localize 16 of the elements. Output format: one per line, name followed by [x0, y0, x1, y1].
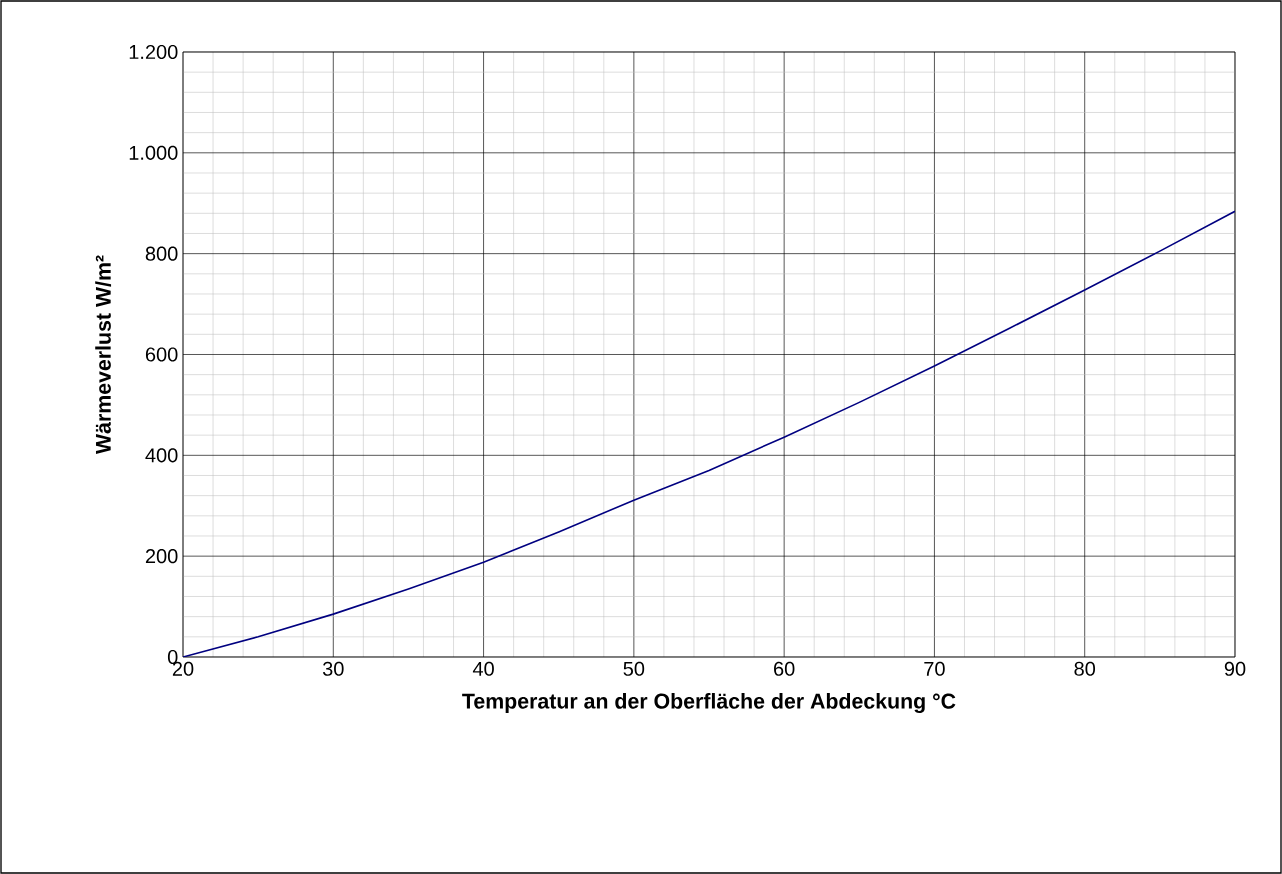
y-tick-label: 800 — [145, 246, 178, 261]
y-tick-label: 1.000 — [129, 145, 178, 160]
y-axis-title: Wärmeverlust W/m² — [95, 255, 112, 455]
line-series — [183, 210, 1235, 657]
x-tick-label: 30 — [322, 661, 344, 676]
x-tick-label: 80 — [1074, 661, 1096, 676]
y-tick-label: 200 — [145, 549, 178, 564]
y-tick-label: 400 — [145, 448, 178, 463]
y-tick-label: 600 — [145, 347, 178, 362]
y-tick-label: 1.200 — [129, 44, 178, 60]
x-tick-label: 70 — [924, 661, 945, 676]
x-tick-label: 50 — [623, 661, 645, 676]
x-tick-label: 60 — [774, 661, 795, 676]
x-axis-title: Temperatur an der Oberfläche der Abdeckung °C — [462, 693, 956, 713]
x-tick-label: 90 — [1224, 661, 1246, 676]
x-tick-label: 40 — [472, 661, 494, 676]
